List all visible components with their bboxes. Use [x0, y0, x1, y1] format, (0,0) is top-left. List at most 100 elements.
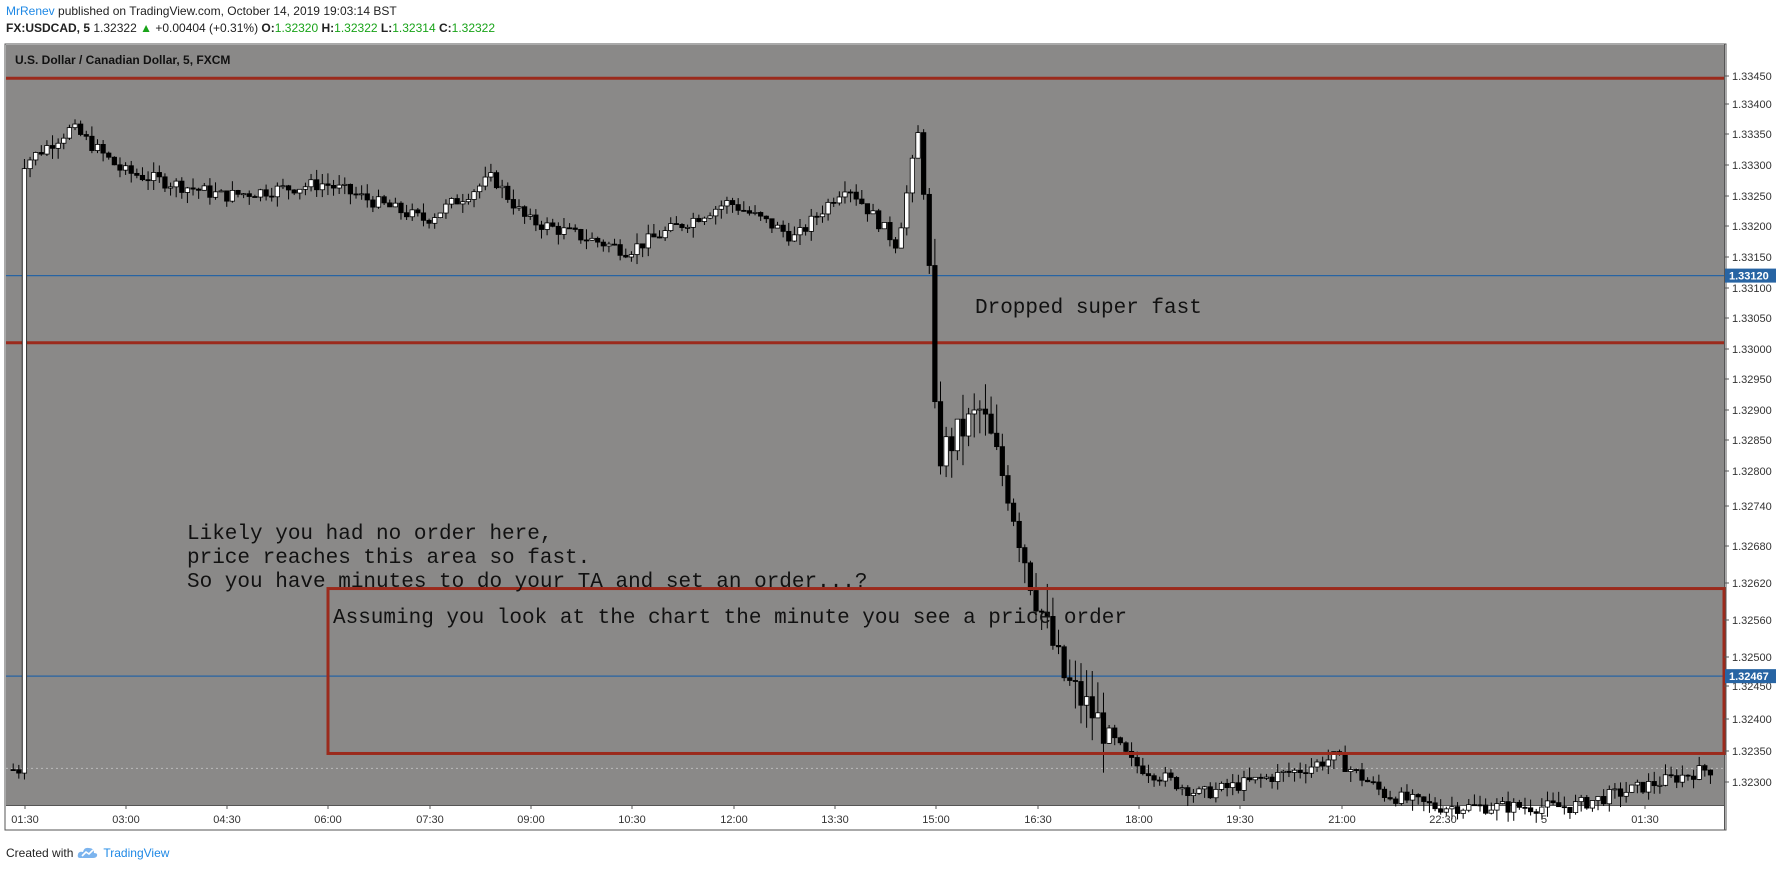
candle — [1651, 771, 1657, 794]
candle — [842, 181, 848, 204]
candle — [1685, 774, 1691, 781]
candle — [1522, 797, 1528, 815]
candle — [786, 222, 792, 246]
candle — [1050, 597, 1056, 650]
candle — [61, 133, 67, 150]
candle — [78, 120, 84, 137]
candle — [1218, 781, 1225, 792]
candle — [1662, 764, 1669, 787]
chart-title: U.S. Dollar / Canadian Dollar, 5, FXCM — [15, 53, 230, 67]
candle — [505, 182, 511, 203]
candle — [1567, 806, 1573, 819]
candle — [1291, 768, 1298, 782]
candle — [263, 184, 269, 201]
candle — [623, 248, 629, 259]
candle — [1646, 773, 1652, 800]
candle — [297, 188, 303, 200]
candle — [1173, 776, 1180, 791]
candle — [1393, 796, 1399, 807]
candle — [207, 178, 213, 205]
candle — [302, 182, 309, 196]
candle — [285, 184, 292, 200]
candle — [808, 208, 814, 241]
candle — [1078, 663, 1084, 724]
candle — [1039, 608, 1045, 631]
candle — [1247, 767, 1253, 782]
tradingview-cloud-icon — [78, 847, 98, 858]
order-zone-rectangle[interactable] — [326, 587, 1726, 755]
candle — [1010, 498, 1017, 527]
candle — [1235, 774, 1241, 794]
close-value: 1.32322 — [451, 21, 496, 35]
candle — [454, 194, 460, 205]
annotation-dropped: Dropped super fast — [975, 297, 1202, 320]
x-tick-label: 22:30 — [1429, 814, 1457, 826]
candle — [572, 224, 578, 233]
candle — [179, 177, 185, 199]
candle — [999, 433, 1005, 487]
candle — [1106, 724, 1112, 745]
candle — [1494, 798, 1500, 821]
high-label: H: — [321, 21, 335, 35]
candle — [1072, 660, 1078, 709]
candle — [415, 207, 421, 217]
y-tick-label: 1.32400 — [1732, 714, 1772, 726]
candle — [1629, 784, 1635, 793]
candle — [134, 168, 140, 179]
candle — [72, 119, 78, 131]
candle — [825, 198, 831, 221]
candle — [887, 216, 893, 247]
candle — [1533, 808, 1539, 823]
candle — [1112, 724, 1118, 746]
y-tick-label: 1.32500 — [1732, 652, 1772, 664]
x-tick-label: 01:30 — [11, 814, 39, 826]
price-label-box — [1725, 268, 1776, 283]
candle — [718, 200, 724, 219]
candle — [640, 243, 646, 258]
candle — [746, 206, 753, 216]
candle — [347, 183, 354, 205]
candle — [814, 212, 820, 226]
candle — [1376, 774, 1382, 796]
candle — [1162, 766, 1168, 787]
candle — [943, 426, 949, 478]
time-axis: 01:30 03:00 04:30 06:00 07:30 09:00 10:30 12:00… — [11, 805, 1659, 826]
candle — [1100, 692, 1107, 773]
y-tick-label: 1.33150 — [1732, 252, 1772, 264]
x-tick-label: 04:30 — [213, 814, 241, 826]
candle — [409, 203, 415, 221]
candle — [381, 194, 387, 206]
candle — [763, 215, 769, 223]
annotation-line-3: So you have minutes to do your TA and se… — [187, 571, 868, 594]
candle — [1550, 792, 1556, 806]
candle — [1432, 797, 1438, 812]
author-link[interactable]: MrRenev — [6, 4, 55, 18]
candle — [437, 212, 443, 219]
price-change: +0.00404 (+0.31%) — [155, 21, 259, 35]
open-value: 1.32320 — [274, 21, 319, 35]
candle — [1185, 785, 1191, 806]
candle — [1089, 671, 1095, 741]
plot-area[interactable] — [6, 45, 1724, 805]
candle — [1055, 629, 1062, 655]
candle — [224, 190, 230, 207]
candle — [656, 230, 663, 239]
y-tick-label: 1.32740 — [1732, 501, 1772, 513]
candle — [932, 238, 938, 409]
candle — [1095, 682, 1101, 719]
tradingview-brand-link[interactable]: TradingView — [103, 846, 170, 860]
candle — [949, 427, 955, 478]
candle — [1528, 799, 1534, 816]
candle — [1381, 786, 1388, 802]
candle — [971, 393, 977, 438]
candle — [606, 241, 612, 253]
candle — [1398, 787, 1404, 806]
publish-info: MrRenev published on TradingView.com, Oc… — [6, 4, 397, 19]
candle — [685, 224, 691, 233]
y-tick-label: 1.32450 — [1732, 681, 1772, 693]
candle — [977, 400, 983, 434]
candle — [713, 205, 719, 225]
candle — [1443, 806, 1449, 816]
price-axis: 1.33450 1.33400 1.33350 1.33300 1.33250 1.332… — [1724, 71, 1772, 789]
